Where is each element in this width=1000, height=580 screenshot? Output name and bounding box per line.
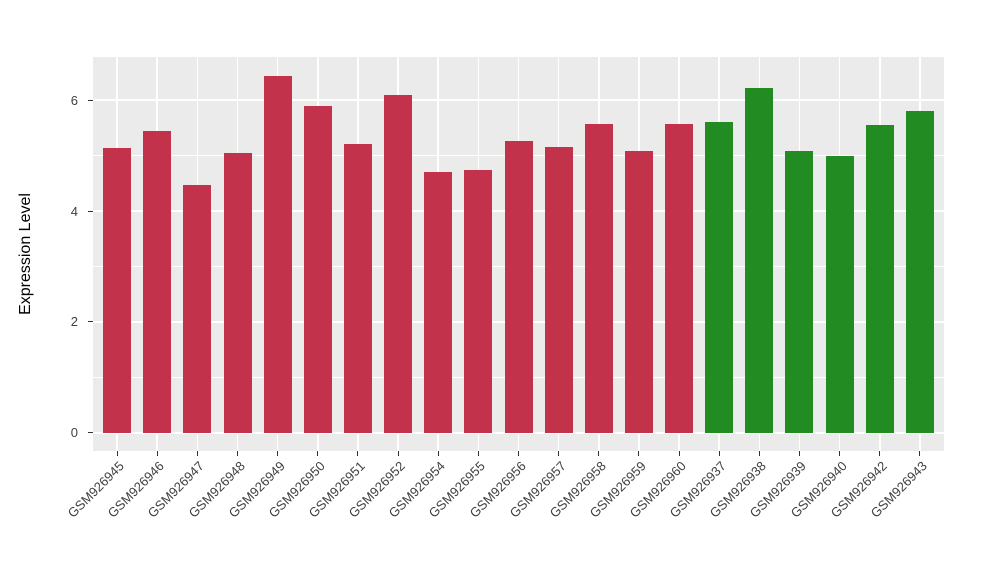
y-tick-mark [88, 210, 93, 212]
bar-GSM926947 [183, 184, 212, 433]
bar-GSM926949 [263, 75, 292, 433]
x-tick-mark [758, 451, 760, 456]
y-tick-mark [88, 99, 93, 101]
x-tick-mark [237, 451, 238, 456]
x-tick-mark [558, 451, 560, 456]
y-tick-label: 6 [70, 92, 78, 108]
bar-GSM926940 [825, 155, 854, 433]
bar-GSM926946 [143, 131, 172, 433]
x-tick-mark [798, 451, 800, 456]
x-tick-mark [678, 451, 680, 456]
bar-GSM926952 [384, 95, 413, 433]
y-tick-label: 4 [70, 203, 78, 219]
bar-GSM926945 [103, 147, 132, 433]
gridline-major [93, 431, 944, 434]
x-tick-mark [437, 451, 439, 456]
x-tick-mark [156, 451, 158, 456]
bar-GSM926954 [424, 171, 453, 433]
x-tick-mark [397, 451, 399, 456]
x-tick-mark [477, 451, 479, 456]
y-tick-label: 0 [70, 425, 78, 441]
bar-GSM926950 [303, 105, 332, 433]
bar-GSM926960 [665, 124, 694, 433]
x-tick-mark [839, 451, 841, 456]
bar-GSM926958 [584, 123, 613, 433]
x-tick-mark [357, 451, 359, 456]
gridline-major [93, 99, 944, 102]
bar-GSM926951 [343, 143, 372, 433]
x-tick-mark [718, 451, 720, 456]
plot-panel [93, 57, 944, 451]
bar-GSM926939 [785, 151, 814, 433]
x-tick-mark [598, 451, 600, 456]
bar-GSM926956 [504, 140, 533, 433]
y-tick-label: 2 [70, 314, 78, 330]
bar-GSM926942 [865, 124, 894, 433]
x-tick-mark [116, 451, 118, 456]
y-axis-title: Expression Level [17, 193, 34, 315]
x-tick-mark [196, 451, 198, 456]
bar-GSM926938 [745, 87, 774, 433]
y-tick-mark [88, 321, 93, 323]
x-tick-mark [277, 451, 279, 456]
bar-GSM926957 [544, 146, 573, 433]
x-tick-mark [518, 451, 519, 456]
bar-GSM926959 [624, 150, 653, 433]
x-tick-mark [879, 451, 881, 456]
bar-GSM926955 [464, 169, 493, 433]
x-tick-mark [919, 451, 921, 456]
x-tick-mark [317, 451, 319, 456]
y-tick-mark [88, 432, 93, 434]
bar-GSM926937 [705, 122, 734, 433]
bar-GSM926948 [223, 152, 252, 433]
bar-GSM926943 [905, 111, 934, 433]
x-tick-mark [638, 451, 640, 456]
